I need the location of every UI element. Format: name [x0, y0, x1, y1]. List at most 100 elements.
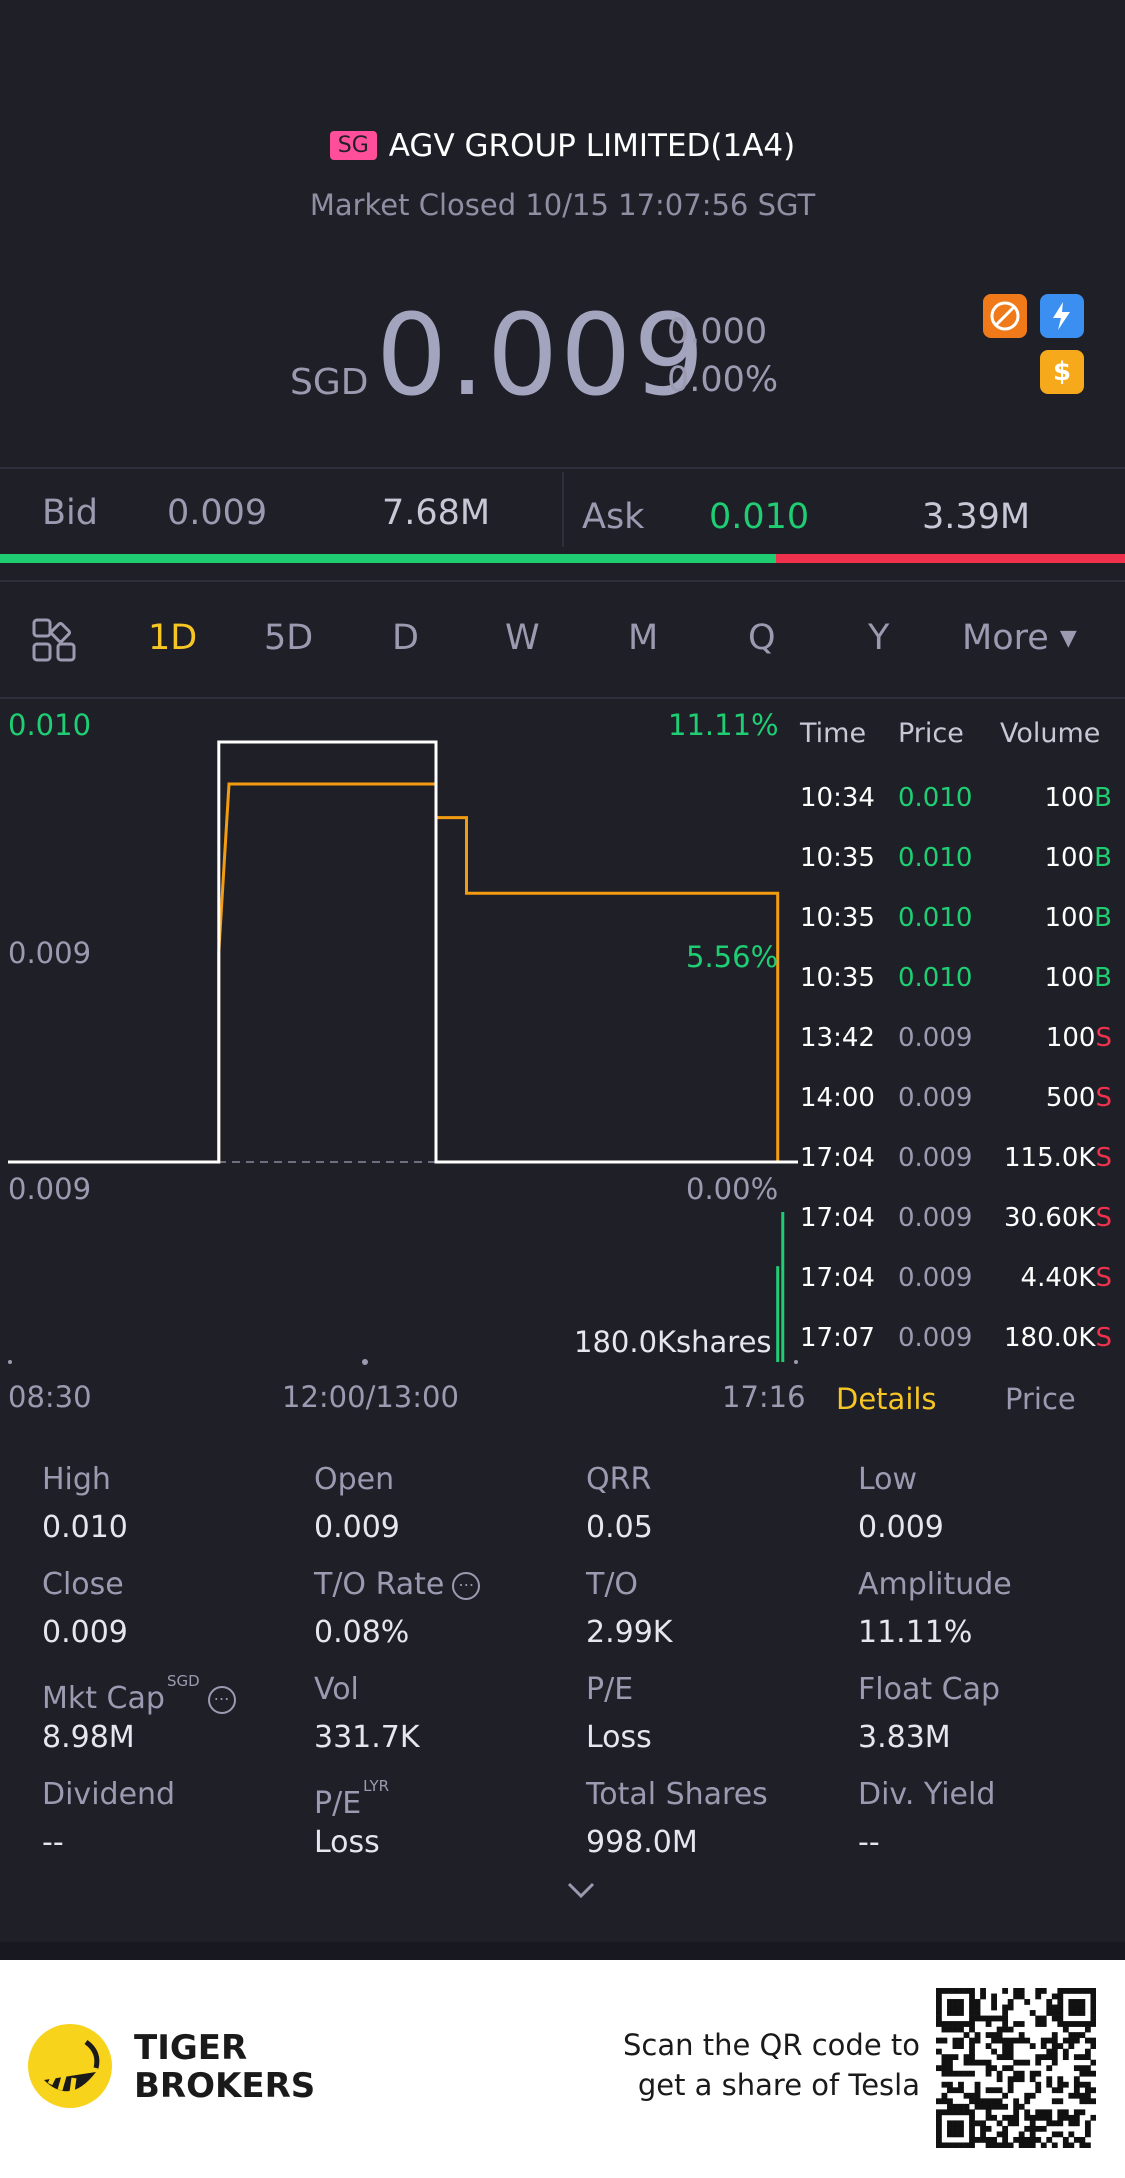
detail-label: Float Cap [858, 1672, 1000, 1707]
qr-module [1035, 2136, 1042, 2143]
qr-module [1040, 2142, 1047, 2148]
tab-q[interactable]: Q [748, 618, 776, 658]
qr-module [958, 2026, 964, 2033]
trade-price: 0.010 [898, 963, 973, 993]
qr-module [1073, 1999, 1080, 2005]
qr-module [958, 2131, 964, 2138]
qr-module [958, 2103, 964, 2110]
qr-module [1090, 2087, 1096, 2094]
qr-module [1013, 2120, 1020, 2127]
qr-module [936, 2004, 942, 2011]
qr-module [1002, 2136, 1009, 2143]
qr-module [974, 2015, 981, 2022]
qr-module [1007, 2054, 1014, 2061]
qr-module [1057, 2004, 1064, 2011]
qr-module [958, 2010, 964, 2016]
tab-more-label: More [962, 618, 1049, 658]
qr-module [936, 2136, 942, 2143]
qr-module [1090, 1999, 1096, 2005]
qr-module [936, 2120, 942, 2127]
detail-label-text: Total Shares [586, 1777, 768, 1812]
qr-code[interactable] [936, 1988, 1096, 2148]
tab-1d[interactable]: 1D [148, 618, 198, 658]
qr-module [1084, 2065, 1091, 2072]
qr-module [1024, 2109, 1031, 2116]
qr-module [1073, 2136, 1080, 2143]
level1-icon[interactable] [1040, 294, 1084, 338]
dollar-icon[interactable]: $ [1040, 350, 1084, 394]
qr-module [958, 2125, 964, 2132]
trade-price: 0.010 [898, 843, 973, 873]
tab-details[interactable]: Details [836, 1382, 937, 1416]
qr-module [936, 1988, 942, 1994]
qr-module [1068, 2092, 1075, 2099]
qr-module [952, 2004, 959, 2011]
qr-module [958, 2043, 964, 2049]
qr-module [1018, 2131, 1025, 2138]
qr-module [1007, 2114, 1014, 2121]
qr-module [1062, 2081, 1069, 2088]
grid-icon[interactable] [32, 618, 76, 666]
trade-time: 10:34 [800, 783, 875, 813]
qr-module [985, 2065, 992, 2072]
detail-value: 0.009 [858, 1510, 944, 1545]
qr-module [958, 2081, 964, 2088]
qr-module [1062, 2026, 1069, 2033]
qr-module [1084, 2021, 1091, 2027]
bid-price: 0.009 [167, 493, 268, 533]
qr-module [952, 2125, 959, 2132]
tab-d[interactable]: D [392, 618, 419, 658]
tab-y[interactable]: Y [868, 618, 890, 658]
intraday-chart[interactable] [0, 700, 800, 1390]
qr-module [1013, 2059, 1020, 2066]
qr-module [1051, 2037, 1058, 2044]
qr-module [974, 2120, 981, 2127]
qr-module [936, 2131, 942, 2138]
info-icon[interactable]: ⋯ [452, 1572, 481, 1600]
chevron-down-icon[interactable] [566, 1880, 596, 1904]
ask-label: Ask [582, 497, 645, 537]
qr-module [969, 1988, 975, 1994]
qr-module [1073, 2087, 1080, 2094]
pct-bottom-label: 0.00% [686, 1172, 779, 1206]
tab-w[interactable]: W [505, 618, 540, 658]
qr-module [958, 2070, 964, 2077]
trade-price: 0.010 [898, 783, 973, 813]
qr-module [1090, 1988, 1096, 1994]
qr-module [952, 1988, 959, 1994]
price-line [8, 740, 798, 1164]
tab-price[interactable]: Price [1005, 1382, 1076, 1416]
qr-module [941, 2098, 948, 2105]
qr-module [1002, 2037, 1009, 2044]
qr-module [1002, 2131, 1009, 2138]
detail-label-text: Vol [314, 1672, 359, 1707]
detail-label-text: Open [314, 1462, 395, 1497]
qr-module [969, 2142, 975, 2148]
tab-m[interactable]: M [628, 618, 659, 658]
trades-header-volume: Volume [1000, 718, 1101, 749]
no-short-icon[interactable] [983, 294, 1027, 338]
detail-value: 0.009 [314, 1510, 400, 1545]
qr-module [1057, 2010, 1064, 2016]
qr-module [936, 2021, 942, 2027]
qr-module [963, 2109, 970, 2116]
qr-module [952, 2037, 959, 2044]
qr-module [941, 2092, 948, 2099]
qr-module [1046, 2114, 1053, 2121]
qr-module [1002, 2092, 1009, 2099]
trade-price: 0.009 [898, 1323, 973, 1353]
tab-5d[interactable]: 5D [264, 618, 314, 658]
qr-module [952, 2109, 959, 2116]
trade-time: 17:07 [800, 1323, 875, 1353]
tab-more[interactable]: More ▼ [962, 618, 1077, 658]
qr-module [1046, 2054, 1053, 2061]
detail-label: Amplitude [858, 1567, 1012, 1602]
qr-module [1040, 2114, 1047, 2121]
detail-label: Open [314, 1462, 394, 1497]
info-icon[interactable]: ⋯ [207, 1686, 236, 1714]
qr-module [1079, 2010, 1086, 2016]
trade-volume-value: 500 [1045, 1083, 1096, 1113]
price-change: 0.000 [667, 312, 768, 352]
qr-module [1002, 2043, 1009, 2049]
qr-module [985, 2098, 992, 2105]
